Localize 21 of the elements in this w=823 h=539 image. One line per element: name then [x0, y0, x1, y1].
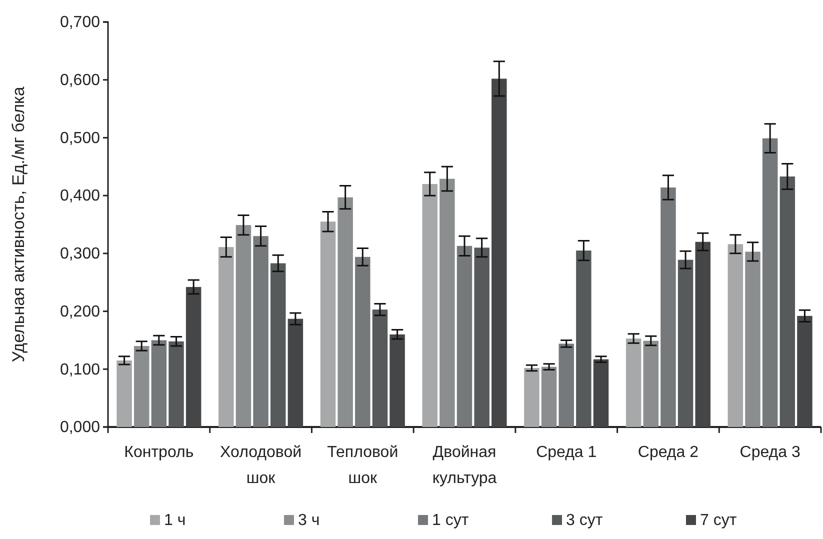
legend-label: 3 сут — [566, 512, 604, 529]
y-tick-label: 0,000 — [60, 419, 100, 436]
x-tick-label: Среда 2 — [638, 444, 699, 461]
x-tick-label: Среда 1 — [536, 444, 597, 461]
x-tick-label: Двойная культура — [432, 444, 497, 487]
x-tick-label: Тепловой шок — [327, 444, 398, 487]
x-tick-label: Холодовой шок — [220, 444, 302, 487]
y-tick-label: 0,100 — [60, 361, 100, 378]
legend-label: 7 сут — [700, 512, 738, 529]
y-tick-label: 0,700 — [60, 14, 100, 32]
y-axis-title: Удельная активность, Ед./мг белка — [9, 86, 28, 362]
x-tick-label: Среда 3 — [740, 444, 800, 461]
legend-label: 1 ч — [164, 512, 186, 529]
y-tick-label: 0,300 — [60, 246, 100, 263]
y-tick-label: 0,200 — [60, 303, 100, 320]
y-tick-label: 0,400 — [60, 188, 100, 205]
legend-label: 1 сут — [432, 512, 470, 529]
y-tick-label: 0,600 — [60, 72, 100, 89]
y-tick-label: 0,500 — [60, 130, 100, 147]
legend-label: 3 ч — [298, 512, 320, 529]
x-tick-label: Контроль — [124, 444, 194, 461]
